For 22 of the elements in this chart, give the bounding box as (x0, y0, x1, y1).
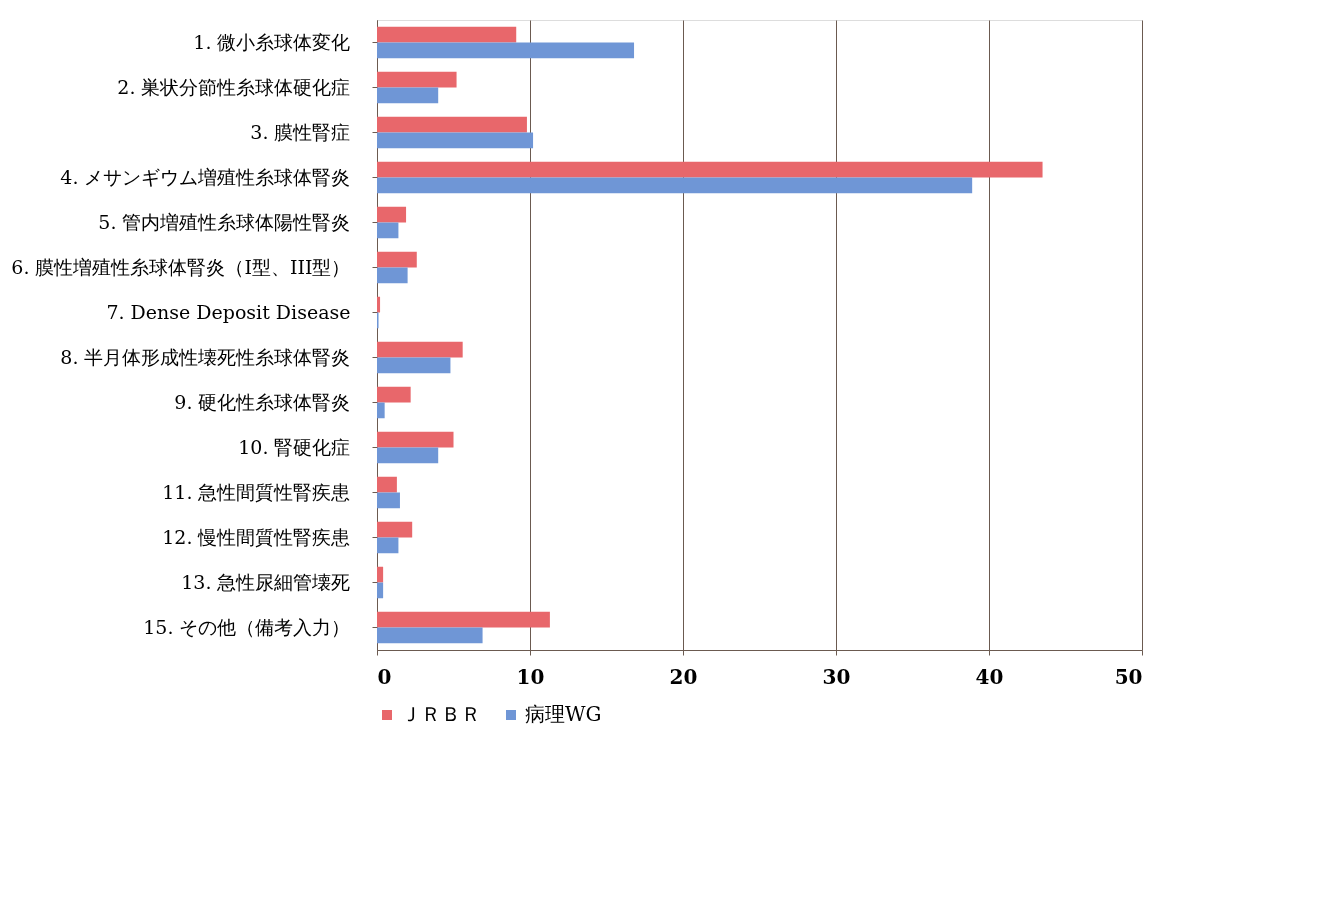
y-tick-label: 11. 急性間質性腎疾患 (162, 480, 351, 503)
x-tick-label: 30 (822, 664, 851, 689)
x-tick-label: 50 (1114, 664, 1143, 689)
y-tick-label: 6. 膜性増殖性糸球体腎炎（I型、III型） (11, 255, 351, 278)
y-tick-label: 8. 半月体形成性壊死性糸球体腎炎 (60, 345, 351, 368)
x-tick-label: 20 (669, 664, 698, 689)
y-tick-label: 5. 管内増殖性糸球体陽性腎炎 (98, 210, 351, 233)
x-tick-label: 0 (377, 664, 392, 689)
legend-label: 病理WG (525, 702, 602, 726)
y-tick-label: 1. 微小糸球体変化 (193, 30, 351, 53)
y-tick-label: 9. 硬化性糸球体腎炎 (174, 390, 351, 413)
y-tick-label: 13. 急性尿細管壊死 (181, 570, 351, 593)
y-tick-label: 4. メサンギウム増殖性糸球体腎炎 (60, 165, 351, 188)
y-tick-label: 10. 腎硬化症 (238, 435, 351, 458)
y-tick-label: 12. 慢性間質性腎疾患 (162, 525, 351, 548)
y-tick-label: 3. 膜性腎症 (250, 120, 351, 143)
x-tick-label: 10 (516, 664, 545, 689)
y-tick-label: 7. Dense Deposit Disease (106, 300, 351, 323)
legend-label: ＪＲＢＲ (401, 702, 481, 726)
x-tick-label: 40 (975, 664, 1004, 689)
y-tick-label: 2. 巣状分節性糸球体硬化症 (117, 75, 351, 98)
y-tick-label: 15. その他（備考入力） (143, 615, 351, 638)
